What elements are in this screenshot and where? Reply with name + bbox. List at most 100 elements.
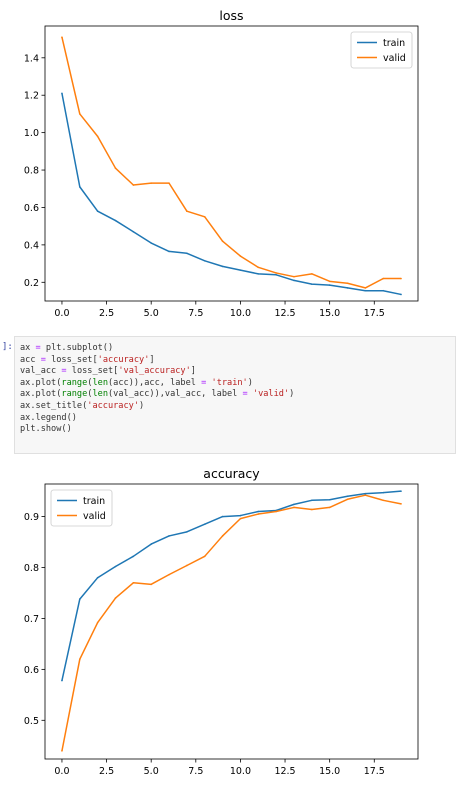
data-point-train — [186, 531, 188, 533]
legend-box — [350, 31, 413, 69]
data-point-valid — [79, 658, 81, 660]
x-tick-label: 2.5 — [99, 766, 114, 777]
data-point-valid — [186, 210, 188, 213]
data-point-train — [96, 210, 99, 213]
code-token: ] — [149, 354, 155, 365]
x-tick-label: 10.0 — [230, 766, 251, 777]
chart-title: accuracy — [203, 466, 260, 481]
data-point-train — [79, 598, 81, 600]
data-point-valid — [364, 287, 367, 289]
data-point-valid — [61, 750, 63, 752]
code-token: 'valid' — [252, 389, 290, 400]
code-token: val_acc — [20, 366, 62, 377]
x-tick-label: 15.0 — [319, 766, 340, 777]
data-point-valid — [257, 266, 260, 269]
code-token: len — [92, 377, 108, 388]
data-point-valid — [150, 182, 152, 184]
data-point-train — [114, 565, 117, 568]
legend-box — [50, 489, 113, 527]
cell-prompt: ]: — [2, 342, 13, 352]
code-token: ) — [289, 389, 295, 400]
y-tick-label: 0.9 — [24, 512, 39, 523]
code-token: 'train' — [211, 377, 248, 388]
x-tick-label: 5.0 — [144, 308, 159, 319]
code-token: ax.set_title( — [20, 400, 88, 411]
code-token: plt.subplot() — [40, 343, 114, 353]
code-token: range — [61, 389, 88, 400]
data-point-valid — [114, 167, 117, 169]
data-point-train — [346, 287, 349, 289]
code-token: = — [35, 343, 41, 353]
data-point-valid — [221, 535, 224, 537]
data-point-train — [293, 279, 295, 282]
code-token: ) — [139, 400, 145, 411]
code-line: val_acc = loss_set['val_accuracy'] — [20, 366, 455, 378]
data-point-train — [150, 543, 152, 545]
x-tick-label: 7.5 — [188, 308, 203, 319]
data-point-valid — [311, 508, 313, 511]
code-line: ax = plt.subplot() — [20, 343, 455, 355]
data-point-train — [364, 492, 367, 495]
x-tick-label: 17.5 — [364, 766, 385, 777]
y-tick-label: 0.6 — [24, 665, 39, 676]
code-token: 'val_accuracy' — [118, 366, 191, 377]
data-point-valid — [328, 506, 331, 509]
x-tick-label: 12.5 — [274, 308, 295, 319]
legend-label-train: train — [383, 38, 405, 49]
code-token: ( — [87, 377, 93, 388]
data-point-train — [96, 576, 99, 579]
data-point-train — [168, 250, 170, 253]
data-point-train — [328, 284, 331, 286]
x-tick-label: 0.0 — [54, 308, 69, 319]
data-point-train — [132, 230, 135, 233]
code-token: ax — [20, 343, 36, 353]
code-token: loss_set[ — [66, 366, 119, 377]
code-token: (val_acc)),val_acc, label — [108, 389, 243, 400]
y-tick-label: 0.2 — [24, 278, 39, 289]
code-token: acc — [20, 354, 41, 365]
code-token: len — [92, 389, 108, 400]
code-token: ax.legend() — [20, 412, 77, 423]
data-point-valid — [293, 506, 295, 509]
code-token: = — [242, 389, 248, 400]
code-token: range — [61, 377, 88, 388]
chart-title: loss — [219, 8, 243, 23]
x-tick-label: 0.0 — [54, 766, 69, 777]
data-point-valid — [114, 597, 117, 599]
code-token: (acc)),acc, label — [108, 377, 202, 388]
data-point-train — [61, 92, 63, 95]
code-cell[interactable]: ax = plt.subplot() acc = loss_set['accura… — [14, 336, 456, 454]
legend-label-valid: valid — [383, 53, 406, 64]
code-token: ax.plot( — [20, 389, 62, 400]
y-tick-label: 1.0 — [24, 128, 39, 139]
data-point-valid — [275, 272, 277, 274]
data-point-valid — [275, 510, 277, 513]
code-token: ) — [247, 377, 253, 388]
data-point-valid — [61, 36, 63, 39]
data-point-train — [382, 491, 384, 494]
data-point-valid — [239, 255, 242, 257]
code-token: plt.show() — [20, 424, 72, 435]
data-point-train — [186, 252, 188, 255]
y-tick-label: 0.5 — [24, 716, 39, 727]
data-point-train — [239, 514, 242, 517]
data-point-train — [275, 274, 277, 276]
data-point-valid — [257, 513, 260, 515]
data-point-valid — [150, 583, 152, 586]
x-tick-label: 15.0 — [319, 308, 340, 319]
x-tick-label: 2.5 — [99, 308, 114, 319]
data-point-train — [400, 293, 402, 296]
data-point-valid — [132, 581, 135, 584]
data-point-valid — [382, 277, 384, 280]
data-point-valid — [328, 280, 331, 283]
code-line: ax.plot(range(len(acc)),acc, label = 'tr… — [20, 378, 455, 390]
code-line: ax.set_title('accuracy') — [20, 401, 455, 413]
code-line: acc = loss_set['accuracy'] — [20, 355, 455, 367]
y-tick-label: 0.8 — [24, 166, 39, 177]
series-line-train — [61, 490, 402, 681]
plot-frame — [44, 483, 419, 760]
x-tick-label: 12.5 — [274, 766, 295, 777]
y-tick-label: 0.8 — [24, 563, 39, 574]
x-tick-label: 17.5 — [364, 308, 385, 319]
data-point-valid — [168, 182, 170, 184]
